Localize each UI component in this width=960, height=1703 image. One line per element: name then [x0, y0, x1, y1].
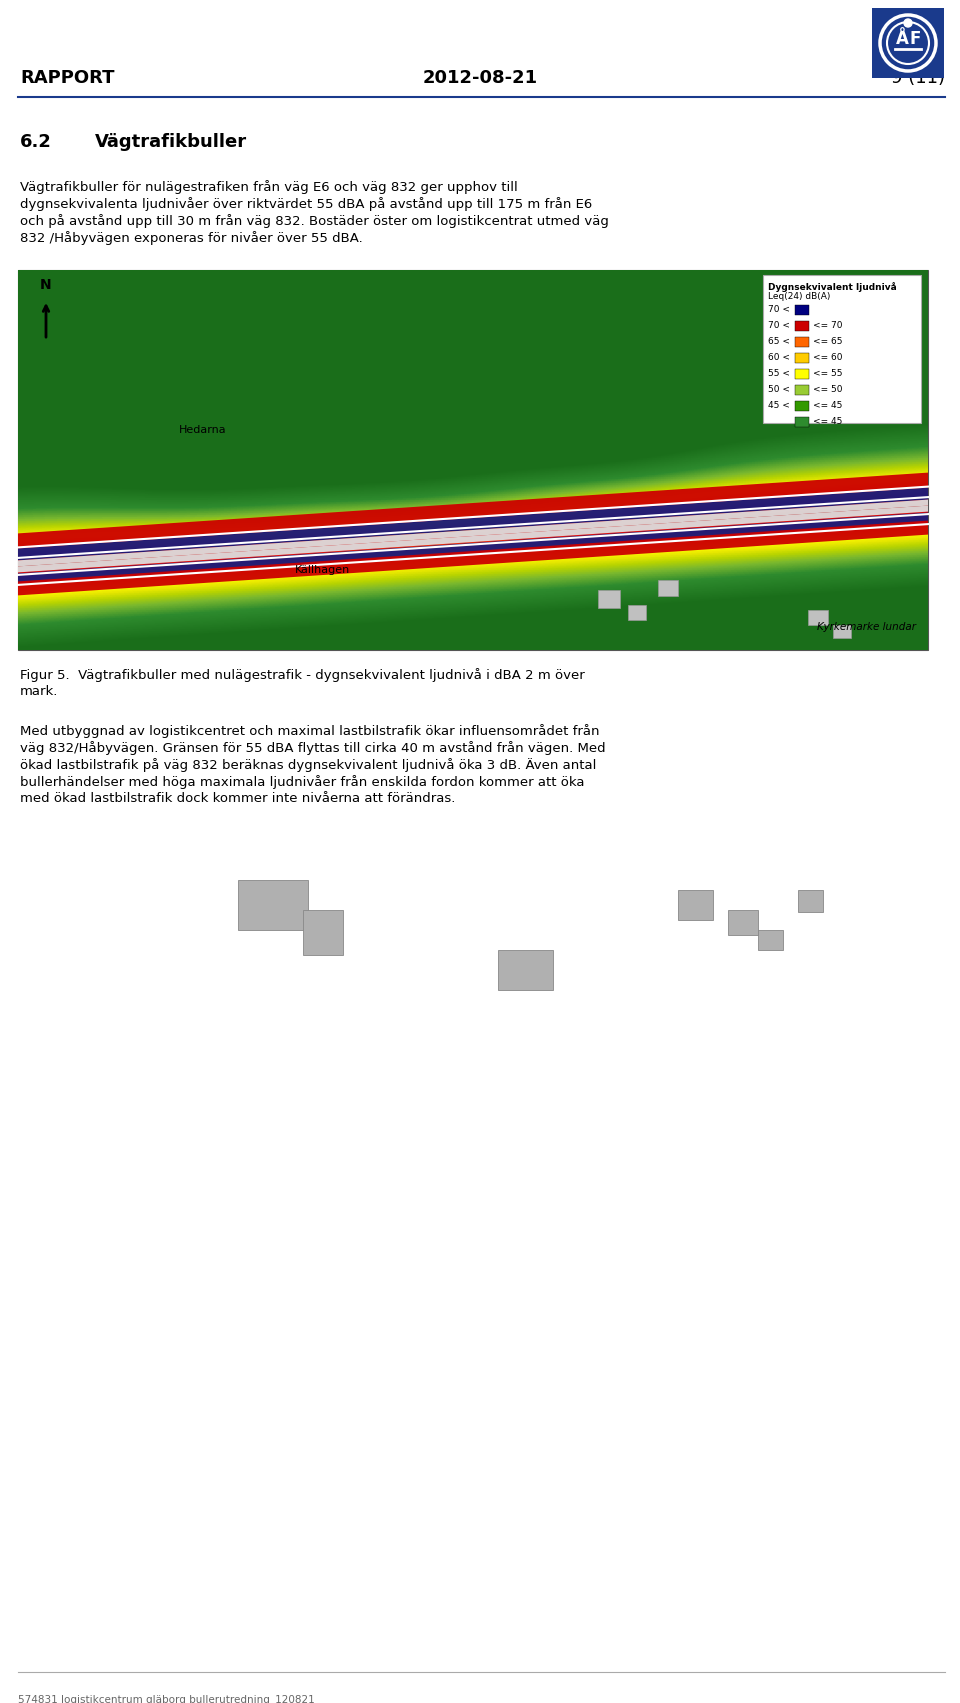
Text: dygnsekvivalenta ljudnivåer över riktvärdet 55 dBA på avstånd upp till 175 m frå: dygnsekvivalenta ljudnivåer över riktvär… — [20, 198, 592, 211]
Bar — [18, 271, 928, 651]
Bar — [872, 9, 944, 78]
Bar — [795, 305, 809, 315]
Bar — [798, 891, 823, 913]
Text: Figur 5.  Vägtrafikbuller med nulägestrafik - dygnsekvivalent ljudnivå i dBA 2 m: Figur 5. Vägtrafikbuller med nulägestraf… — [20, 668, 585, 681]
Text: <= 70: <= 70 — [813, 322, 843, 330]
Text: 6.2: 6.2 — [20, 133, 52, 152]
Bar — [795, 385, 809, 395]
Bar — [728, 909, 758, 935]
Circle shape — [904, 19, 912, 27]
Bar — [678, 891, 713, 920]
Polygon shape — [18, 499, 928, 567]
Bar — [758, 930, 783, 950]
Bar — [808, 610, 828, 625]
Text: Hedarna: Hedarna — [180, 426, 227, 434]
Text: Vägtrafikbuller för nulägestrafiken från väg E6 och väg 832 ger upphov till: Vägtrafikbuller för nulägestrafiken från… — [20, 181, 517, 194]
Text: 9 (11): 9 (11) — [891, 70, 945, 87]
Text: Källhagen: Källhagen — [296, 565, 350, 576]
Text: Å: Å — [896, 31, 908, 48]
Text: 70 <: 70 < — [768, 322, 790, 330]
Text: Kyrkemarke lundar: Kyrkemarke lundar — [817, 622, 916, 632]
Bar — [795, 370, 809, 380]
Polygon shape — [18, 506, 928, 572]
Bar — [238, 880, 308, 930]
Text: N: N — [40, 278, 52, 291]
Text: 832 /Håbyvägen exponeras för nivåer över 55 dBA.: 832 /Håbyvägen exponeras för nivåer över… — [20, 232, 363, 245]
Bar — [795, 337, 809, 347]
Text: väg 832/Håbyvägen. Gränsen för 55 dBA flyttas till cirka 40 m avstånd från vägen: väg 832/Håbyvägen. Gränsen för 55 dBA fl… — [20, 741, 606, 754]
Bar — [833, 625, 851, 639]
Text: 55 <: 55 < — [768, 370, 790, 378]
Bar — [598, 589, 620, 608]
Text: Leq(24) dB(A): Leq(24) dB(A) — [768, 291, 830, 301]
Bar — [763, 274, 921, 422]
Polygon shape — [18, 473, 928, 550]
Text: med ökad lastbilstrafik dock kommer inte nivåerna att förändras.: med ökad lastbilstrafik dock kommer inte… — [20, 792, 455, 806]
Text: <= 60: <= 60 — [813, 354, 843, 363]
Polygon shape — [18, 487, 928, 560]
Text: <= 45: <= 45 — [813, 417, 842, 426]
Text: <= 55: <= 55 — [813, 370, 843, 378]
Bar — [658, 581, 678, 596]
Text: 45 <: 45 < — [768, 402, 790, 410]
Text: 574831 logistikcentrum gläborg bullerutredning_120821: 574831 logistikcentrum gläborg bullerutr… — [18, 1694, 315, 1703]
Bar — [795, 353, 809, 363]
Text: 70 <: 70 < — [768, 305, 790, 315]
Text: <= 45: <= 45 — [813, 402, 842, 410]
Polygon shape — [18, 521, 928, 596]
Text: ökad lastbilstrafik på väg 832 beräknas dygnsekvivalent ljudnivå öka 3 dB. Även : ökad lastbilstrafik på väg 832 beräknas … — [20, 758, 596, 771]
Text: Dygnsekvivalent ljudnivå: Dygnsekvivalent ljudnivå — [768, 283, 897, 291]
Bar — [498, 950, 553, 989]
Text: <= 65: <= 65 — [813, 337, 843, 346]
Text: bullerhändelser med höga maximala ljudnivåer från enskilda fordon kommer att öka: bullerhändelser med höga maximala ljudni… — [20, 775, 585, 788]
Text: 50 <: 50 < — [768, 385, 790, 395]
Text: Vägtrafikbuller: Vägtrafikbuller — [95, 133, 247, 152]
Bar — [795, 400, 809, 410]
Text: mark.: mark. — [20, 685, 59, 698]
Text: F: F — [909, 31, 921, 48]
Text: Med utbyggnad av logistikcentret och maximal lastbilstrafik ökar influensområdet: Med utbyggnad av logistikcentret och max… — [20, 724, 599, 737]
Text: RAPPORT: RAPPORT — [20, 70, 114, 87]
Bar — [795, 417, 809, 427]
Text: <= 50: <= 50 — [813, 385, 843, 395]
Text: och på avstånd upp till 30 m från väg 832. Bostäder öster om logistikcentrat utm: och på avstånd upp till 30 m från väg 83… — [20, 215, 609, 228]
Polygon shape — [18, 513, 928, 584]
Bar — [303, 909, 343, 955]
Text: 60 <: 60 < — [768, 354, 790, 363]
Text: 2012-08-21: 2012-08-21 — [422, 70, 538, 87]
Bar — [795, 320, 809, 330]
Text: 65 <: 65 < — [768, 337, 790, 346]
Bar — [628, 605, 646, 620]
